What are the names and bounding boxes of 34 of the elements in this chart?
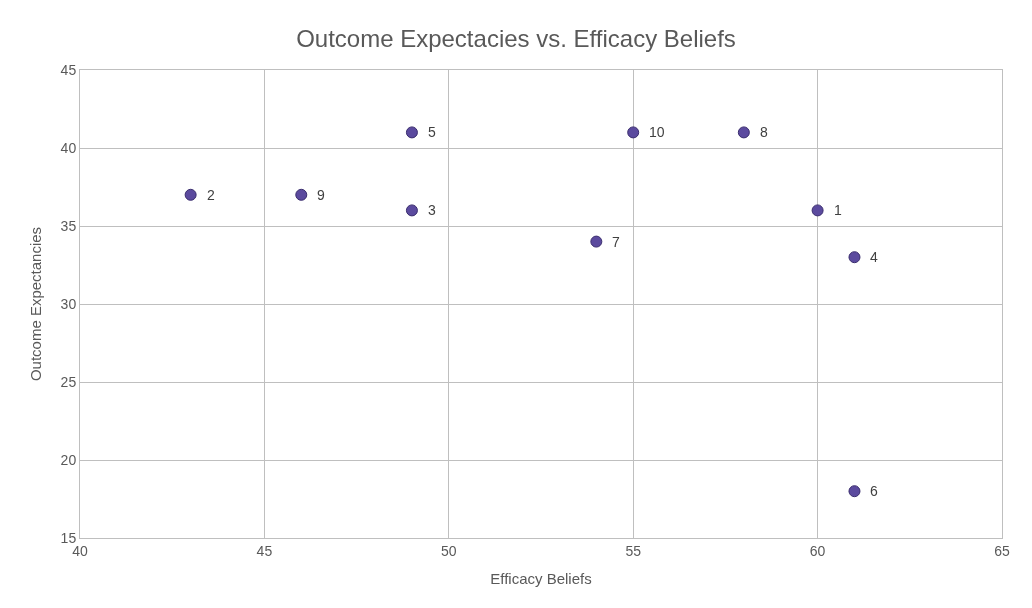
point (848, 251, 861, 264)
y-tick-label: 25 (60, 373, 77, 390)
x-tick-label: 50 (441, 542, 457, 559)
chart-title: Outcome Expectacies vs. Efficacy Beliefs (296, 25, 736, 53)
annotation: 2 (207, 187, 215, 203)
annotation: 1 (834, 202, 842, 218)
point (295, 188, 308, 201)
annotation: 3 (428, 202, 436, 218)
annotation: 6 (870, 483, 878, 499)
point (627, 126, 640, 139)
x-tick-label: 60 (809, 542, 826, 559)
x-tick-label: 45 (256, 542, 273, 559)
y-tick-label: 20 (60, 451, 77, 468)
y-tick-label: 40 (60, 139, 77, 156)
y-tick-label: 45 (60, 61, 77, 78)
annotation: 8 (760, 124, 768, 140)
annotation: 9 (317, 187, 325, 203)
point (184, 188, 197, 201)
point (590, 235, 603, 248)
x-tick-label: 55 (625, 542, 642, 559)
y-axis-title: Outcome Expectancies (26, 226, 44, 382)
y-tick-label: 30 (60, 295, 77, 312)
annotation: 7 (612, 234, 620, 250)
annotation: 5 (428, 124, 436, 140)
point (848, 485, 861, 498)
annotation: 10 (649, 124, 665, 140)
point (405, 126, 418, 139)
y-tick-label: 35 (60, 217, 77, 234)
point (811, 204, 824, 217)
point (737, 126, 750, 139)
point (405, 204, 418, 217)
annotation: 4 (870, 249, 878, 265)
x-tick-label: 65 (994, 542, 1010, 559)
x-axis-title: Efficacy Beliefs (490, 569, 592, 587)
